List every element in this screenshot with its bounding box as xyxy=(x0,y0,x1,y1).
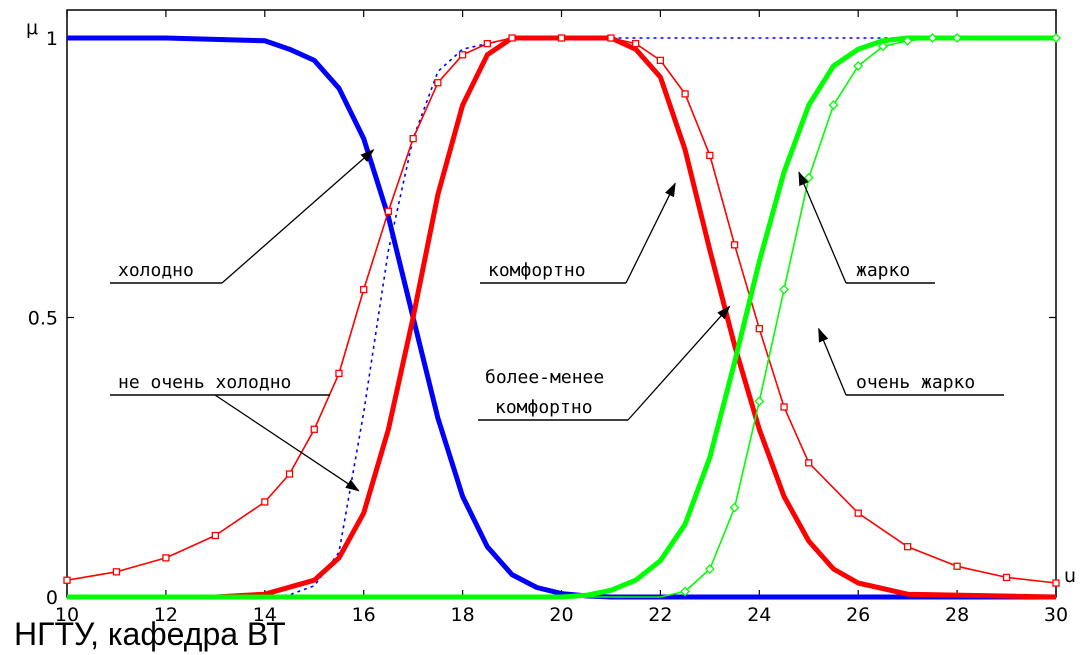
data-point-marker xyxy=(384,207,393,215)
annotation-label: очень жарко xyxy=(856,372,975,393)
annotation-arrow xyxy=(627,305,731,421)
series-line xyxy=(67,35,1056,600)
data-point-marker xyxy=(704,564,715,574)
data-point-marker xyxy=(656,56,665,65)
data-point-marker xyxy=(952,33,963,43)
annotation-label: более-менее xyxy=(485,367,604,388)
data-point-marker xyxy=(754,396,765,407)
x-tick-label: 24 xyxy=(747,604,771,626)
data-point-marker xyxy=(409,134,417,143)
data-point-marker xyxy=(755,325,763,333)
data-point-marker xyxy=(803,172,814,183)
data-point-marker xyxy=(805,459,813,467)
data-point-marker xyxy=(360,285,368,294)
data-point-marker xyxy=(902,35,913,46)
x-axis-label: u xyxy=(1064,565,1076,587)
plot-frame xyxy=(66,9,1057,598)
y-tick-label: 0.5 xyxy=(28,308,58,330)
data-point-marker xyxy=(853,61,864,71)
x-tick-label: 22 xyxy=(648,604,672,626)
series-line xyxy=(67,35,1057,600)
data-point-marker xyxy=(211,531,220,540)
annotation-label: холодно xyxy=(118,260,194,281)
x-tick-label: 12 xyxy=(154,604,178,626)
data-point-marker xyxy=(779,284,789,295)
data-point-marker xyxy=(458,51,467,59)
data-point-marker xyxy=(508,34,516,42)
series-line xyxy=(67,37,1056,598)
annotation-arrow xyxy=(625,182,676,284)
data-point-marker xyxy=(335,369,343,378)
data-point-marker xyxy=(557,34,566,42)
x-tick-label: 18 xyxy=(451,604,475,626)
data-point-marker xyxy=(828,100,839,110)
data-point-marker xyxy=(483,39,491,48)
data-point-marker xyxy=(878,41,888,52)
data-point-marker xyxy=(607,34,615,42)
y-tick-label: 0 xyxy=(46,587,58,609)
footer-caption: НГТУ, кафедра ВТ xyxy=(14,616,286,652)
x-tick-label: 20 xyxy=(549,604,573,626)
y-tick-label: 1 xyxy=(46,28,58,50)
series-line xyxy=(67,35,1056,600)
data-point-marker xyxy=(927,33,938,43)
data-point-marker xyxy=(730,241,739,249)
data-point-marker xyxy=(706,151,714,160)
annotation-label: комфортно xyxy=(488,260,586,281)
data-point-marker xyxy=(63,576,71,584)
annotation-arrow xyxy=(214,394,360,492)
annotation-label: комфортно xyxy=(495,397,593,418)
y-axis-label: μ xyxy=(26,17,38,39)
annotation-arrow xyxy=(798,171,847,284)
annotation-label: жарко xyxy=(856,260,910,281)
data-point-marker xyxy=(632,39,640,48)
data-point-marker xyxy=(953,562,961,570)
data-point-marker xyxy=(1051,33,1061,43)
annotation-arrow xyxy=(221,149,375,284)
series-line xyxy=(66,37,1057,584)
x-tick-label: 30 xyxy=(1044,604,1068,626)
data-point-marker xyxy=(434,79,442,87)
data-point-marker xyxy=(681,90,689,98)
data-point-marker xyxy=(780,403,788,411)
data-point-marker xyxy=(310,425,318,433)
x-tick-label: 10 xyxy=(55,604,79,626)
x-tick-label: 14 xyxy=(253,604,277,626)
data-point-marker xyxy=(261,498,269,506)
annotation-arrow xyxy=(818,327,847,396)
data-point-marker xyxy=(680,586,691,597)
data-point-marker xyxy=(854,509,862,517)
data-point-marker xyxy=(112,568,121,576)
annotation-label: не очень холодно xyxy=(118,372,291,393)
data-point-marker xyxy=(1002,573,1011,582)
x-tick-label: 26 xyxy=(846,604,870,626)
x-tick-label: 16 xyxy=(352,604,376,626)
series-line xyxy=(67,37,1056,598)
data-point-marker xyxy=(904,543,912,551)
data-point-marker xyxy=(1052,579,1060,587)
data-point-marker xyxy=(285,470,294,478)
data-point-marker xyxy=(162,554,170,562)
data-point-marker xyxy=(729,502,740,513)
x-tick-label: 28 xyxy=(945,604,969,626)
